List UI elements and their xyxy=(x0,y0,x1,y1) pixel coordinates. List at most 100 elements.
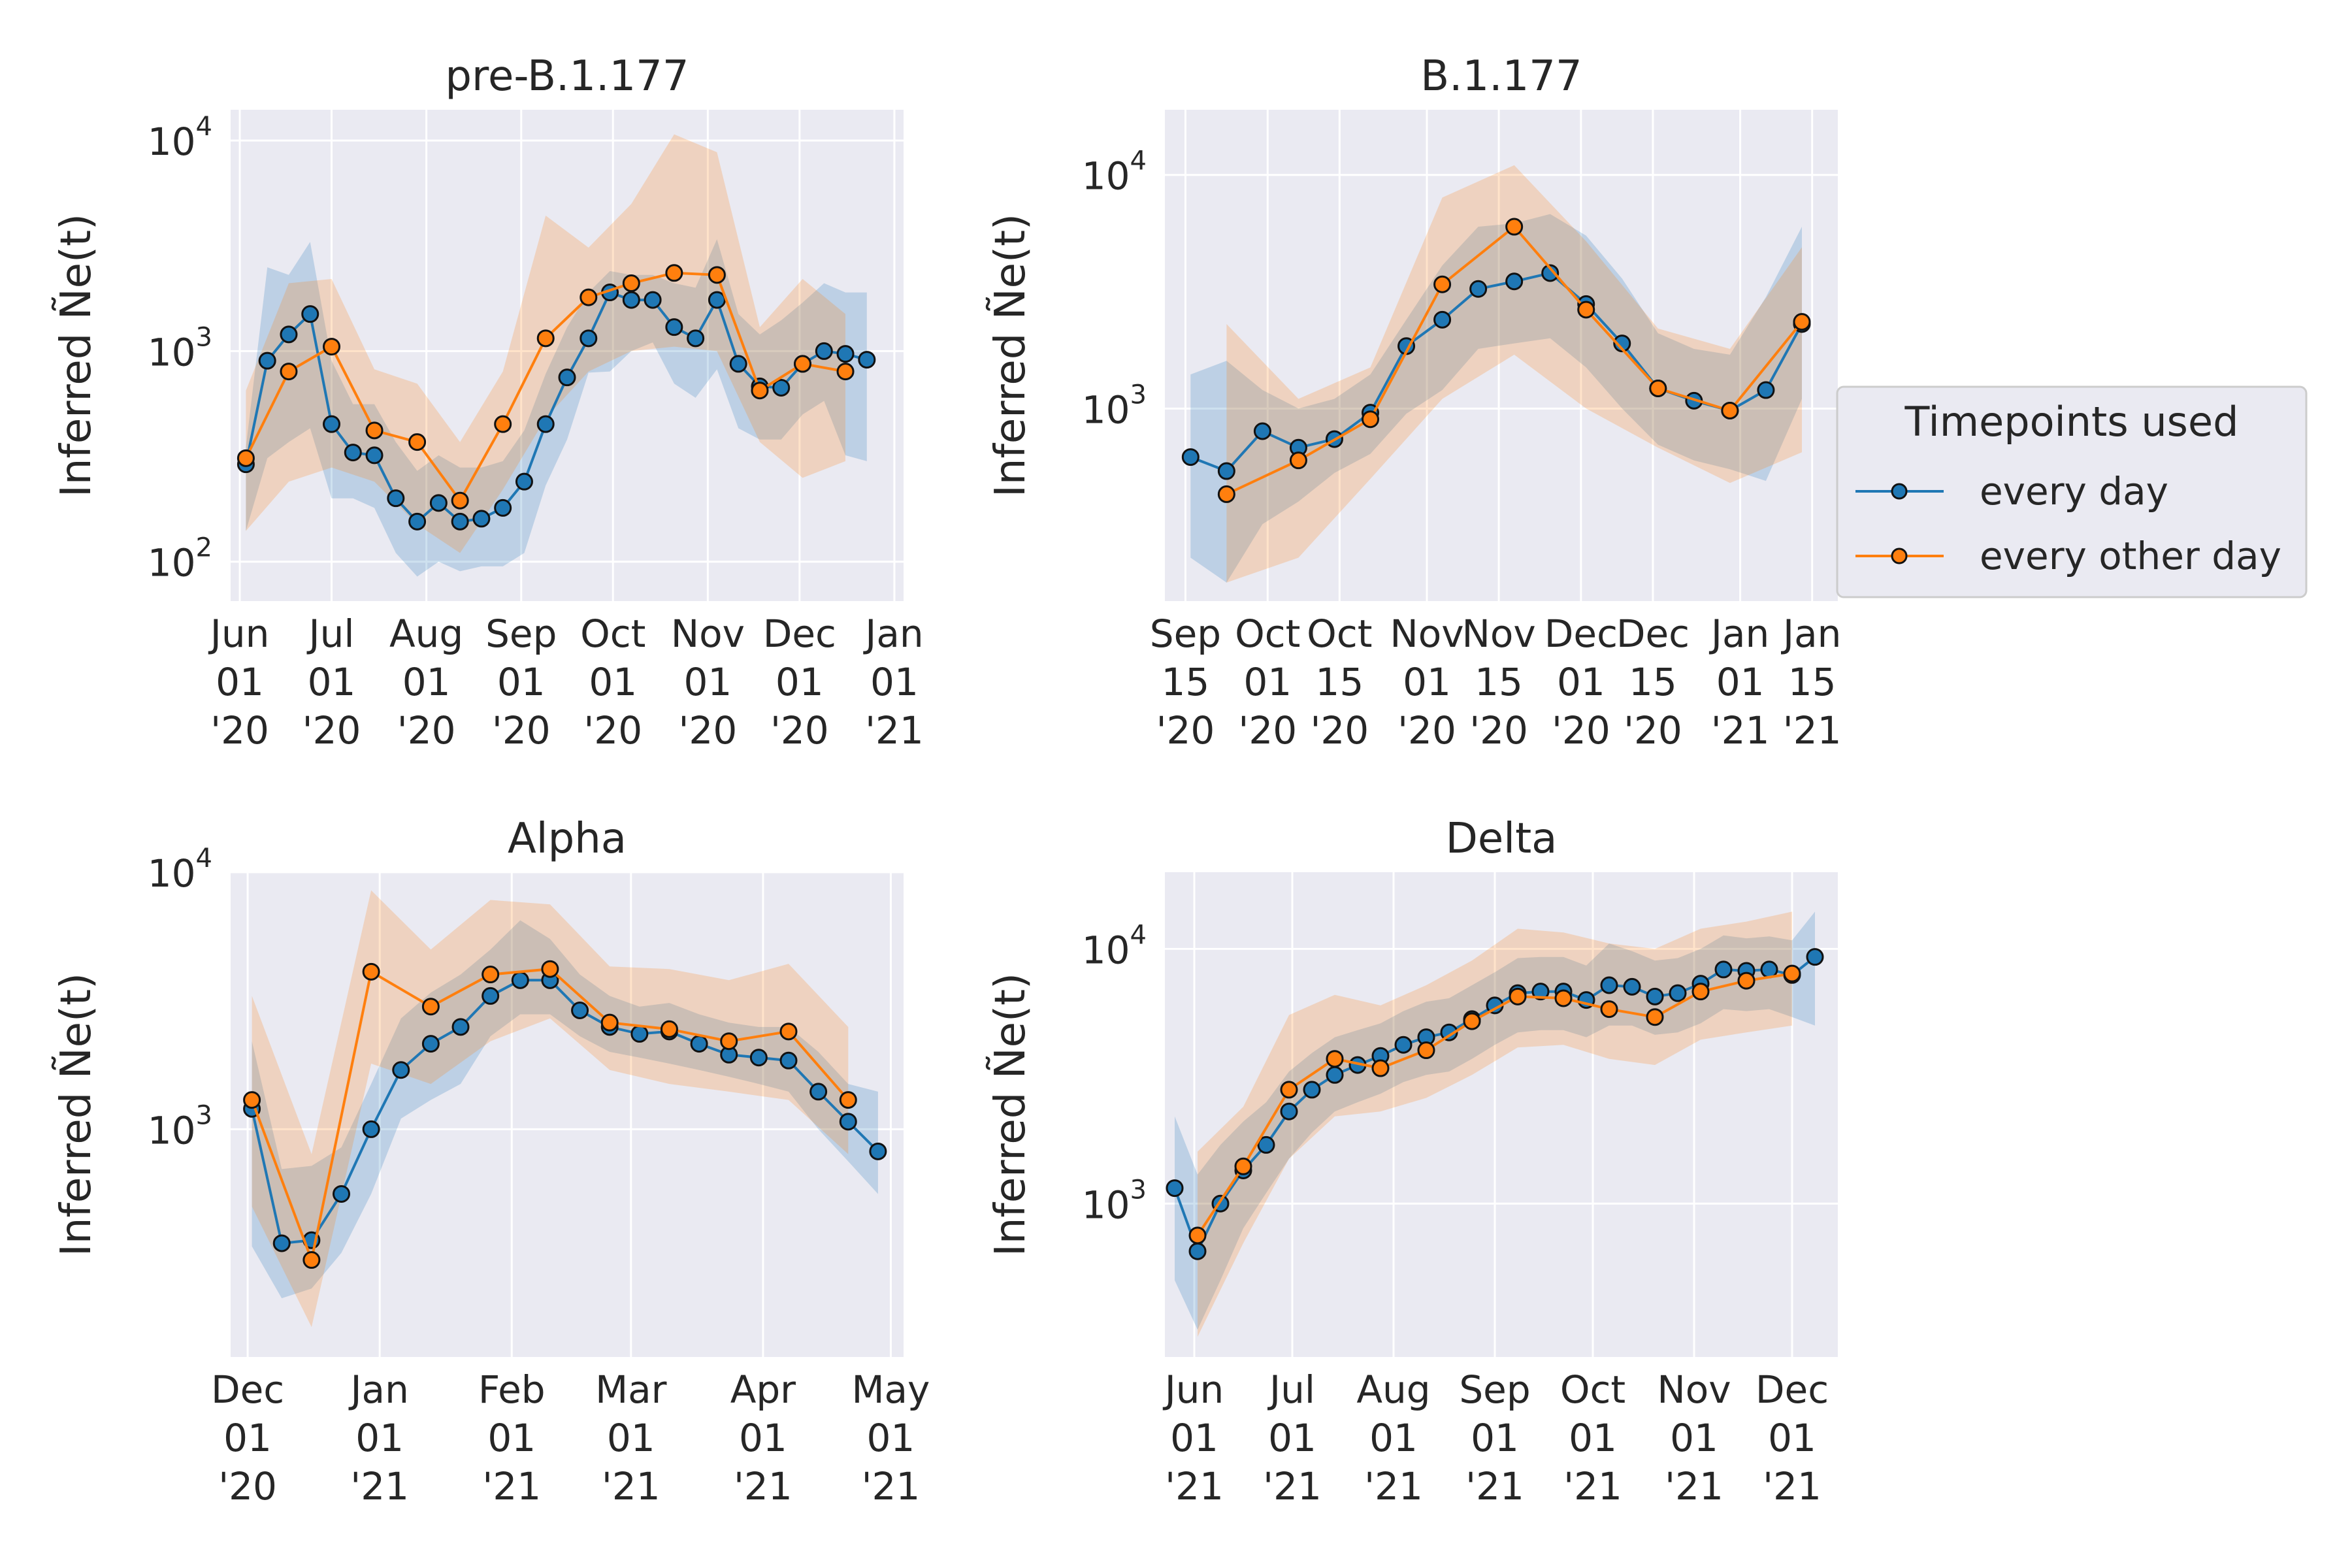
legend-box xyxy=(1836,385,2308,598)
y-axis-label: Inferred Ñe(t) xyxy=(986,214,1035,497)
y-tick-label: 104 xyxy=(1082,920,1147,972)
point-every-other-day xyxy=(243,1091,261,1109)
chart-title: Alpha xyxy=(508,815,627,863)
point-every-other-day xyxy=(794,355,811,373)
point-every-other-day xyxy=(280,363,298,381)
legend-marker-every-other-day xyxy=(1891,547,1908,564)
point-every-day xyxy=(1326,1066,1344,1084)
x-tick-label: Nov 01'21 xyxy=(1657,1367,1731,1509)
plot-content xyxy=(1166,911,1824,1337)
point-every-day xyxy=(332,1184,350,1203)
point-every-other-day xyxy=(1600,1000,1618,1019)
y-tick-label: 103 xyxy=(148,322,212,374)
point-every-day xyxy=(779,1051,798,1070)
point-every-day xyxy=(1303,1081,1321,1099)
point-every-day xyxy=(1440,1023,1458,1041)
x-tick-label: Dec 01'20 xyxy=(763,612,836,753)
y-axis-label: Inferred Ñe(t) xyxy=(986,973,1035,1256)
x-tick-label: Sep 01'20 xyxy=(485,612,557,753)
point-every-other-day xyxy=(708,266,726,284)
x-tick-label: Mar 01'21 xyxy=(595,1367,667,1509)
point-every-day xyxy=(421,1035,440,1053)
point-every-other-day xyxy=(600,1013,619,1032)
chart-pre-b-1-177: pre-B.1.177 Inferred Ñe(t) 102 103 104 Jun 01 '… xyxy=(52,52,924,753)
point-every-day xyxy=(451,512,469,531)
point-every-day xyxy=(472,510,491,528)
point-every-other-day xyxy=(421,998,440,1016)
x-tick-label: Dec 01'20 xyxy=(1544,612,1618,753)
point-every-other-day xyxy=(1783,964,1801,983)
point-every-other-day xyxy=(482,966,500,984)
x-tick-label: Jun 01'20 xyxy=(208,612,270,753)
point-every-other-day xyxy=(660,1020,678,1038)
point-every-other-day xyxy=(1646,1008,1664,1026)
point-every-day xyxy=(272,1234,291,1252)
point-every-day xyxy=(1217,462,1235,480)
point-every-day xyxy=(622,291,640,309)
y-tick-label: 102 xyxy=(148,533,212,585)
point-every-other-day xyxy=(494,415,512,433)
point-every-day xyxy=(1469,280,1488,298)
x-tick-label: Apr 01'21 xyxy=(730,1367,796,1509)
point-every-day xyxy=(344,444,362,462)
legend: Timepoints used every day every other da… xyxy=(1836,385,2308,598)
point-every-other-day xyxy=(323,338,340,356)
point-every-other-day xyxy=(362,962,380,981)
point-every-other-day xyxy=(1691,983,1710,1001)
point-every-day xyxy=(515,472,533,491)
point-every-day xyxy=(323,415,340,433)
point-every-other-day xyxy=(451,491,469,510)
point-every-other-day xyxy=(302,1251,321,1269)
point-every-day xyxy=(392,1061,410,1079)
point-every-day xyxy=(1646,987,1664,1005)
x-tick-label: Jul 01'20 xyxy=(302,612,361,753)
point-every-day xyxy=(451,1018,470,1036)
point-every-other-day xyxy=(1188,1226,1207,1245)
plot-content xyxy=(1181,165,1811,583)
plot-area xyxy=(1165,872,1838,1357)
x-tick-label: Jan 01'21 xyxy=(863,612,924,753)
point-every-day xyxy=(708,291,726,309)
point-every-other-day xyxy=(1362,410,1380,429)
y-tick-label: 104 xyxy=(1082,146,1147,199)
point-every-day xyxy=(558,368,576,387)
x-tick-label: Sep 15'20 xyxy=(1150,612,1221,753)
point-every-day xyxy=(687,329,705,348)
point-every-other-day xyxy=(622,274,640,293)
panels: pre-B.1.177 Inferred Ñe(t) 102 103 104 Jun 01 '… xyxy=(52,52,1842,1509)
point-every-day xyxy=(836,345,855,363)
point-every-other-day xyxy=(536,329,555,348)
point-every-day xyxy=(665,318,683,336)
point-every-day xyxy=(1505,272,1524,291)
point-every-other-day xyxy=(408,433,427,451)
point-every-other-day xyxy=(1463,1012,1481,1030)
y-tick-label: 104 xyxy=(148,843,212,896)
point-every-other-day xyxy=(1234,1157,1252,1175)
point-every-other-day xyxy=(720,1032,738,1051)
point-every-day xyxy=(815,342,833,360)
legend-marker-every-day xyxy=(1891,483,1908,500)
point-every-other-day xyxy=(1280,1081,1298,1099)
point-every-day xyxy=(630,1024,649,1043)
point-every-day xyxy=(839,1113,857,1131)
point-every-other-day xyxy=(1417,1041,1435,1060)
point-every-day xyxy=(1623,977,1641,996)
point-every-other-day xyxy=(580,288,598,306)
chart-title: B.1.177 xyxy=(1420,52,1582,101)
point-every-other-day xyxy=(365,421,384,440)
point-every-day xyxy=(1531,983,1550,1001)
x-tick-label: May 01'21 xyxy=(851,1367,930,1509)
point-every-day xyxy=(729,355,747,373)
band-every-other-day xyxy=(1198,911,1792,1337)
plot-content xyxy=(243,890,887,1328)
point-every-day xyxy=(1188,1242,1207,1260)
point-every-other-day xyxy=(1577,301,1595,319)
y-axis-label: Inferred Ñe(t) xyxy=(52,214,101,497)
point-every-other-day xyxy=(1326,1050,1344,1068)
x-tick-label: Jan 01'21 xyxy=(1709,612,1770,753)
band-every-day xyxy=(252,920,878,1299)
x-tick-label: Oct 01'20 xyxy=(580,612,645,753)
point-every-day xyxy=(494,498,512,517)
point-every-day xyxy=(429,494,448,512)
point-every-day xyxy=(1166,1179,1184,1198)
